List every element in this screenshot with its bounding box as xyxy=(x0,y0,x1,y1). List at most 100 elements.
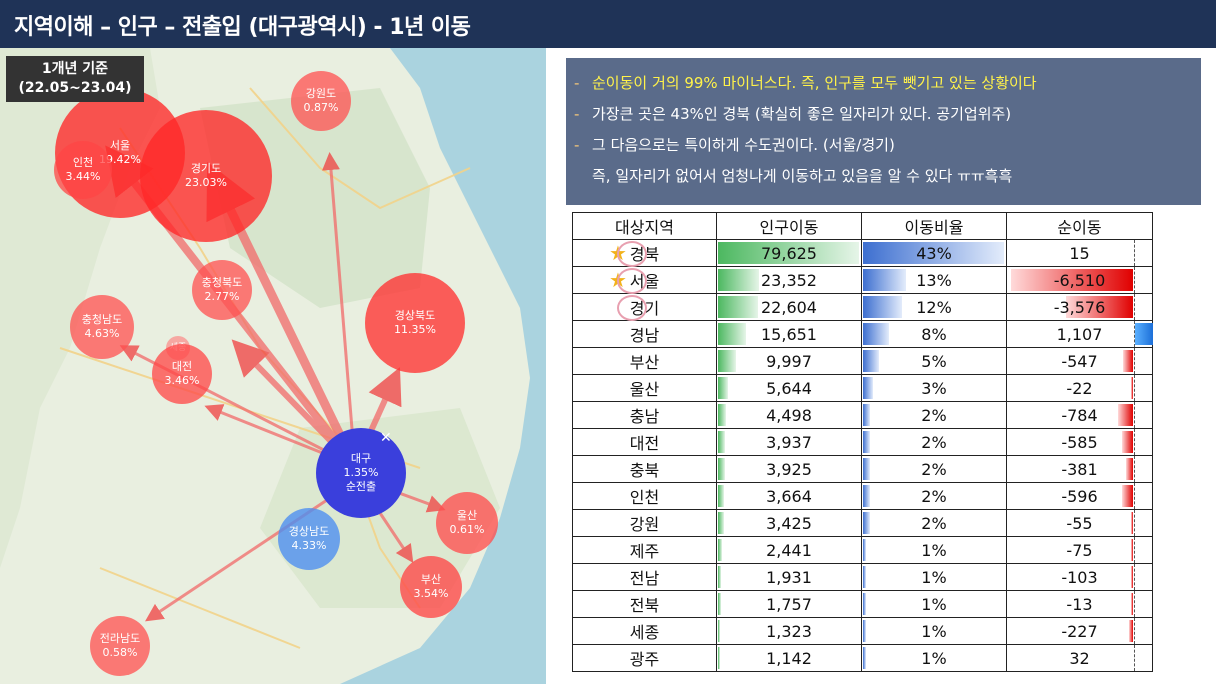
migration-map[interactable]: 서울 19.42% 인천 3.44% 경기도 23.03% 강원도 0.87% … xyxy=(0,48,546,684)
ratio-bar xyxy=(863,269,906,291)
move-bar xyxy=(718,350,736,372)
cell-ratio: 2% xyxy=(861,455,1007,483)
cell-region: 대전 xyxy=(572,428,717,456)
cell-ratio: 1% xyxy=(861,536,1007,564)
net-negative-bar xyxy=(1131,566,1133,588)
cell-ratio: 43% xyxy=(861,239,1007,267)
move-bar xyxy=(718,269,760,291)
move-bar xyxy=(718,647,721,669)
net-axis xyxy=(1134,618,1135,644)
net-axis xyxy=(1134,645,1135,671)
title-bar: 지역이해 – 인구 – 전출입 (대구광역시) - 1년 이동 xyxy=(0,0,1216,48)
bubble-incheon[interactable]: 인천 3.44% xyxy=(54,141,112,199)
ratio-bar xyxy=(863,431,870,453)
table-body: ★ 경북 79,625 43% 15 ★ 서울 23,352 13% -6,510 경기 22,604… xyxy=(572,239,1153,672)
period-badge: 1개년 기준 (22.05~23.04) xyxy=(6,56,144,102)
cell-net: -596 xyxy=(1006,482,1153,510)
cell-move: 2,441 xyxy=(716,536,862,564)
net-negative-bar xyxy=(1065,296,1133,318)
cell-region: 부산 xyxy=(572,347,717,375)
ratio-bar xyxy=(863,566,867,588)
cell-ratio: 2% xyxy=(861,428,1007,456)
cell-move: 23,352 xyxy=(716,266,862,294)
move-bar xyxy=(718,593,722,615)
cell-move: 3,937 xyxy=(716,428,862,456)
bubble-gyeongnam[interactable]: 경상남도 4.33% xyxy=(278,508,340,570)
table-row: ★ 경북 79,625 43% 15 xyxy=(572,239,1153,267)
move-bar xyxy=(718,539,723,561)
cell-move: 1,931 xyxy=(716,563,862,591)
bubble-chungbuk[interactable]: 충청북도 2.77% xyxy=(192,260,252,320)
net-axis xyxy=(1134,267,1135,293)
highlight-ring xyxy=(617,268,647,294)
table-row: 부산 9,997 5% -547 xyxy=(572,347,1153,375)
ratio-bar xyxy=(863,242,1004,264)
cell-move: 4,498 xyxy=(716,401,862,429)
net-negative-bar xyxy=(1125,458,1133,480)
net-axis xyxy=(1134,294,1135,320)
cell-region: 울산 xyxy=(572,374,717,402)
header-region: 대상지역 xyxy=(572,212,717,240)
net-negative-bar xyxy=(1121,485,1133,507)
bubble-gyeonggi[interactable]: 경기도 23.03% xyxy=(140,110,272,242)
bubble-daejeon[interactable]: 대전 3.46% xyxy=(152,344,212,404)
cell-move: 22,604 xyxy=(716,293,862,321)
table-row: 울산 5,644 3% -22 xyxy=(572,374,1153,402)
bubble-daegu-origin[interactable]: 대구 1.35% 순전출 xyxy=(316,428,406,518)
move-bar xyxy=(718,620,721,642)
net-axis xyxy=(1134,321,1135,347)
ratio-bar xyxy=(863,458,870,480)
cell-move: 1,142 xyxy=(716,644,862,672)
header-move: 인구이동 xyxy=(716,212,862,240)
cell-move: 9,997 xyxy=(716,347,862,375)
table-header-row: 대상지역 인구이동 이동비율 순이동 xyxy=(572,212,1153,240)
net-axis xyxy=(1134,510,1135,536)
close-icon[interactable]: ✕ xyxy=(380,430,392,446)
cell-net: -103 xyxy=(1006,563,1153,591)
bubble-jeonnam[interactable]: 전라남도 0.58% xyxy=(90,616,150,676)
cell-net: -585 xyxy=(1006,428,1153,456)
net-negative-bar xyxy=(1131,593,1133,615)
net-negative-bar xyxy=(1011,269,1133,291)
ratio-bar xyxy=(863,350,880,372)
cell-region: ★ 서울 xyxy=(572,266,717,294)
ratio-bar xyxy=(863,323,890,345)
cell-move: 79,625 xyxy=(716,239,862,267)
cell-net: 1,107 xyxy=(1006,320,1153,348)
cell-net: -55 xyxy=(1006,509,1153,537)
table-row: 광주 1,142 1% 32 xyxy=(572,644,1153,672)
table-row: 전남 1,931 1% -103 xyxy=(572,563,1153,591)
move-bar xyxy=(718,404,726,426)
net-axis xyxy=(1134,348,1135,374)
cell-net: -3,576 xyxy=(1006,293,1153,321)
cell-move: 1,757 xyxy=(716,590,862,618)
cell-ratio: 13% xyxy=(861,266,1007,294)
table-row: 경기 22,604 12% -3,576 xyxy=(572,293,1153,321)
bubble-gyeongbuk[interactable]: 경상북도 11.35% xyxy=(365,273,465,373)
net-axis xyxy=(1134,375,1135,401)
cell-net: -547 xyxy=(1006,347,1153,375)
bubble-gangwon[interactable]: 강원도 0.87% xyxy=(291,71,351,131)
bubble-ulsan[interactable]: 울산 0.61% xyxy=(436,492,498,554)
migration-table: 대상지역 인구이동 이동비율 순이동 ★ 경북 79,625 43% 15 ★ 서울 23,3… xyxy=(572,212,1153,672)
header-net: 순이동 xyxy=(1006,212,1153,240)
cell-net: -784 xyxy=(1006,401,1153,429)
move-bar xyxy=(718,485,725,507)
ratio-bar xyxy=(863,512,870,534)
bubble-chungnam[interactable]: 충청남도 4.63% xyxy=(70,295,134,359)
move-bar xyxy=(718,296,759,318)
move-bar xyxy=(718,566,722,588)
cell-ratio: 1% xyxy=(861,563,1007,591)
move-bar xyxy=(718,242,859,264)
note-4: 즉, 일자리가 없어서 엄청나게 이동하고 있음을 알 수 있다 ㅠㅠ흑흑 xyxy=(592,167,1013,185)
cell-ratio: 1% xyxy=(861,617,1007,645)
bubble-busan[interactable]: 부산 3.54% xyxy=(400,556,462,618)
cell-ratio: 2% xyxy=(861,401,1007,429)
highlight-ring xyxy=(617,295,647,321)
move-bar xyxy=(718,512,725,534)
net-negative-bar xyxy=(1118,404,1133,426)
ratio-bar xyxy=(863,593,867,615)
cell-region: 경기 xyxy=(572,293,717,321)
cell-move: 1,323 xyxy=(716,617,862,645)
cell-region: 세종 xyxy=(572,617,717,645)
